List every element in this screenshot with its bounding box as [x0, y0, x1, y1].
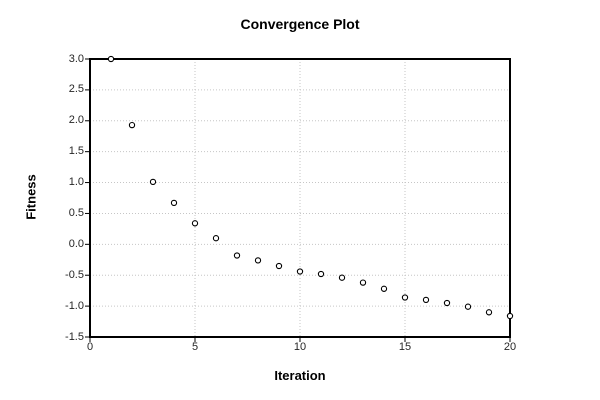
x-axis-label: Iteration	[274, 368, 326, 383]
y-tick-label: 1.5	[68, 145, 84, 158]
data-point	[485, 309, 493, 316]
y-tick-label: 2.0	[68, 114, 84, 127]
y-tick-label: -1.0	[65, 299, 84, 312]
x-tick-label: 20	[503, 341, 517, 353]
y-tick-label: -0.5	[65, 268, 84, 281]
data-point	[443, 299, 451, 307]
chart-title: Convergence Plot	[240, 16, 360, 32]
data-point	[464, 303, 472, 310]
plot-frame	[89, 58, 511, 338]
data-point	[506, 312, 514, 320]
x-tick-label: 15	[398, 341, 412, 353]
data-point	[128, 121, 136, 129]
data-point	[422, 296, 430, 304]
y-tick-label: 2.5	[68, 83, 84, 96]
data-point	[275, 262, 283, 270]
data-point	[380, 285, 388, 292]
y-tick-label: 1.0	[68, 176, 84, 189]
data-point	[359, 279, 367, 286]
data-point	[191, 220, 199, 227]
y-tick-label: 3.0	[68, 52, 84, 65]
data-point	[149, 178, 157, 186]
data-point	[233, 252, 241, 259]
data-point	[401, 294, 409, 301]
y-tick-label: 0.5	[68, 206, 84, 219]
y-tick-label: 0.0	[68, 237, 84, 250]
data-point	[107, 55, 115, 63]
y-tick-label: -1.5	[65, 330, 84, 343]
data-point	[296, 268, 304, 275]
x-tick-label: 10	[293, 341, 307, 353]
data-point	[254, 257, 262, 264]
x-tick-label: 0	[86, 341, 94, 353]
data-point	[212, 235, 220, 242]
data-point	[338, 274, 346, 281]
x-tick-label: 5	[191, 341, 199, 353]
data-point	[170, 199, 178, 207]
data-point	[317, 270, 325, 278]
